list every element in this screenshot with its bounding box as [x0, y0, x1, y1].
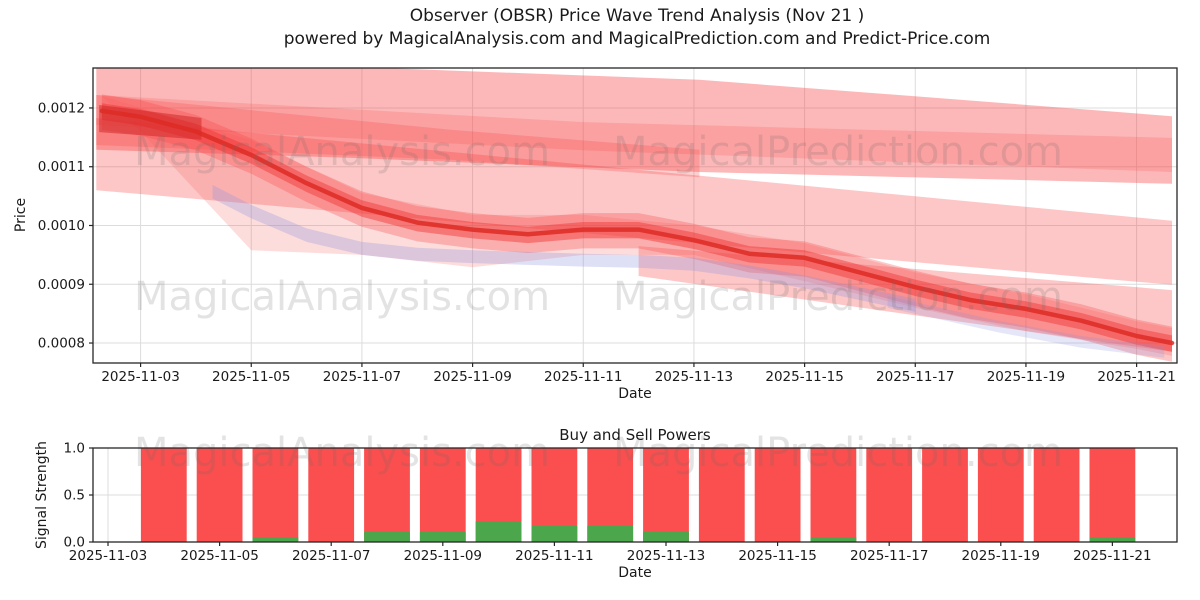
price-y-tick-label: 0.0012: [38, 100, 85, 116]
watermark-analysis-row3: MagicalAnalysis.com: [134, 430, 550, 476]
powers-x-tick-label: 2025-11-15: [738, 548, 816, 564]
powers-x-tick-label: 2025-11-11: [515, 548, 593, 564]
watermark-prediction-row2: MagicalPrediction.com: [613, 274, 1063, 320]
buy-power-bar: [364, 531, 410, 542]
powers-x-tick-label: 2025-11-09: [404, 548, 482, 564]
sell-power-bar: [754, 448, 801, 542]
band-lower-right-channel: [638, 246, 1172, 352]
price-y-tick-label: 0.0008: [38, 336, 85, 352]
powers-chart-title: Buy and Sell Powers: [559, 426, 711, 444]
band-upper-channel-core: [96, 95, 1172, 172]
watermark-prediction-row1: MagicalPrediction.com: [613, 129, 1063, 175]
price-x-tick-label: 2025-11-15: [765, 369, 843, 385]
price-x-tick-label: 2025-11-19: [987, 369, 1065, 385]
sell-power-bar: [140, 448, 187, 542]
powers-chart-bars: [140, 448, 1136, 542]
powers-x-tick-label: 2025-11-05: [180, 548, 258, 564]
buy-power-bar: [252, 537, 299, 542]
powers-x-tick-label: 2025-11-03: [69, 548, 147, 564]
buy-power-bar: [531, 526, 578, 542]
price-y-tick-label: 0.0010: [38, 218, 85, 234]
band-blue-band-right: [887, 296, 1165, 358]
band-blue-band-mid: [212, 184, 916, 312]
powers-x-tick-label: 2025-11-13: [627, 548, 705, 564]
price-chart-axes-ticks: 2025-11-03 2025-11-05 2025-11-07 2025-11-09…: [38, 100, 1176, 385]
price-x-tick-label: 2025-11-03: [101, 369, 179, 385]
price-y-tick-label: 0.0011: [38, 159, 85, 175]
powers-yaxis-label: Signal Strength: [34, 441, 50, 549]
powers-y-tick-label: 0.0: [64, 535, 85, 551]
price-x-tick-label: 2025-11-11: [544, 369, 622, 385]
price-trend-line: [99, 108, 1175, 346]
price-yaxis-label: Price: [13, 198, 29, 232]
powers-y-tick-label: 0.5: [64, 488, 85, 504]
figure-subtitle: powered by MagicalAnalysis.com and Magic…: [284, 29, 991, 49]
price-chart-wave-bands: [96, 68, 1175, 362]
buy-power-bar: [419, 531, 466, 542]
sell-power-bar: [698, 448, 745, 542]
watermark-analysis-row1: MagicalAnalysis.com: [134, 129, 550, 175]
powers-x-tick-label: 2025-11-19: [962, 548, 1040, 564]
buy-power-bar: [475, 521, 522, 542]
price-xaxis-label: Date: [618, 386, 651, 402]
powers-xaxis-label: Date: [618, 565, 651, 581]
powers-x-tick-label: 2025-11-21: [1073, 548, 1151, 564]
buy-power-bar: [643, 531, 689, 542]
sell-power-bar: [419, 448, 466, 542]
powers-x-tick-label: 2025-11-17: [850, 548, 928, 564]
sell-power-bar: [922, 448, 968, 542]
buy-power-bar: [810, 537, 857, 542]
price-y-tick-label: 0.0009: [38, 277, 85, 293]
powers-y-tick-label: 1.0: [64, 441, 85, 457]
band-mid-channel: [96, 118, 1172, 285]
figure-title: Observer (OBSR) Price Wave Trend Analysi…: [410, 6, 865, 26]
price-x-tick-label: 2025-11-17: [876, 369, 954, 385]
watermark-prediction-row3: MagicalPrediction.com: [613, 430, 1063, 476]
price-x-tick-label: 2025-11-13: [655, 369, 733, 385]
sell-power-bar: [1089, 448, 1136, 542]
sell-power-bar: [643, 448, 689, 542]
sell-power-bar: [196, 448, 243, 542]
watermark-analysis-row2: MagicalAnalysis.com: [134, 274, 550, 320]
band-upper-channel: [96, 68, 1172, 184]
sell-power-bar: [308, 448, 355, 542]
sell-power-bar: [810, 448, 857, 542]
price-x-tick-label: 2025-11-07: [323, 369, 401, 385]
price-x-tick-label: 2025-11-05: [212, 369, 290, 385]
sell-power-bar: [364, 448, 410, 542]
sell-power-bar: [866, 448, 913, 542]
price-chart-frame: [92, 67, 1178, 364]
band-left-descending-channel: [96, 95, 700, 178]
sell-power-bar: [977, 448, 1024, 542]
powers-x-tick-label: 2025-11-07: [292, 548, 370, 564]
price-x-tick-label: 2025-11-09: [433, 369, 511, 385]
buy-power-bar: [587, 526, 634, 542]
price-x-tick-label: 2025-11-21: [1097, 369, 1175, 385]
buy-power-bar: [1089, 537, 1136, 542]
band-trend-envelope-wide: [101, 96, 1172, 356]
sell-power-bar: [252, 448, 299, 542]
powers-chart-axes-ticks: 2025-11-03 2025-11-05 2025-11-07 2025-11-09…: [64, 441, 1152, 565]
sell-power-bar: [1033, 448, 1080, 542]
